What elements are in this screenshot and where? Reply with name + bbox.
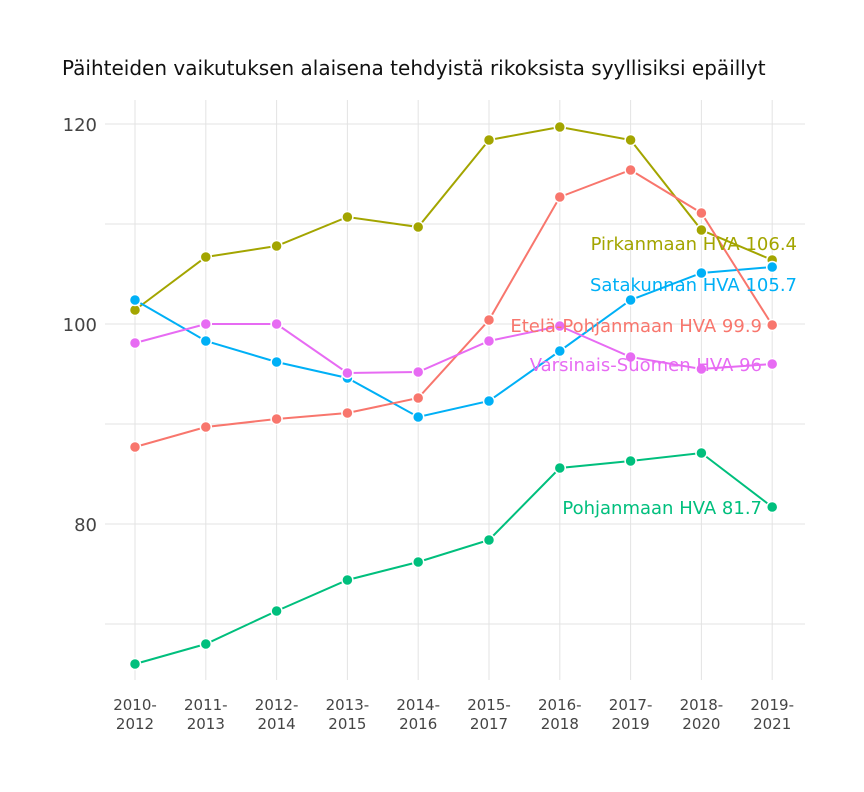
y-tick-label: 80 <box>74 515 97 536</box>
x-tick-label: 2021 <box>753 715 791 733</box>
data-point <box>624 454 637 468</box>
x-tick-label: 2018 <box>541 715 579 733</box>
data-point <box>341 406 354 420</box>
x-tick-label: 2020 <box>682 715 720 733</box>
data-point <box>270 317 283 331</box>
series-line <box>134 125 773 311</box>
x-tick-label: 2013 <box>187 715 225 733</box>
data-point <box>553 120 567 134</box>
series-end-label: Satakunnan HVA 105.7 <box>590 275 797 296</box>
y-tick-label: 120 <box>63 115 97 136</box>
chart-title: Päihteiden vaikutuksen alaisena tehdyist… <box>62 56 766 80</box>
data-point <box>765 260 779 274</box>
x-tick-label: 2013- <box>326 696 370 714</box>
data-point <box>553 190 567 204</box>
data-point <box>553 319 567 333</box>
data-point <box>341 366 354 380</box>
data-point <box>624 133 637 147</box>
data-point <box>199 420 213 434</box>
x-tick-label: 2016 <box>399 715 437 733</box>
data-point <box>411 365 425 379</box>
data-point <box>341 210 354 224</box>
data-point <box>128 336 142 350</box>
data-point <box>270 604 283 618</box>
data-point <box>624 293 637 307</box>
data-point <box>482 533 496 547</box>
data-point <box>411 410 425 424</box>
data-point <box>270 412 283 426</box>
data-point <box>199 317 213 331</box>
y-tick-label: 100 <box>63 315 97 336</box>
data-point <box>765 318 779 332</box>
series-end-label: Etelä-Pohjanmaan HVA 99.9 <box>510 316 762 337</box>
data-point <box>341 573 354 587</box>
series-line <box>134 451 773 665</box>
x-tick-label: 2011- <box>184 696 228 714</box>
series-end-label: Varsinais-Suomen HVA 96 <box>530 355 762 376</box>
data-point <box>624 163 637 177</box>
series-line <box>134 323 773 375</box>
data-point <box>482 313 496 327</box>
data-point <box>128 657 142 671</box>
data-point <box>411 555 425 569</box>
x-tick-label: 2018- <box>680 696 724 714</box>
x-tick-label: 2019- <box>750 696 794 714</box>
series-end-label: Pohjanmaan HVA 81.7 <box>562 498 762 519</box>
series-end-label: Pirkanmaan HVA 106.4 <box>591 234 797 255</box>
data-point <box>482 334 496 348</box>
data-point <box>695 223 708 237</box>
data-point <box>482 394 496 408</box>
data-point <box>199 250 213 264</box>
data-point <box>482 133 496 147</box>
data-point <box>128 293 142 307</box>
data-point <box>695 446 708 460</box>
data-point <box>270 239 283 253</box>
data-point <box>765 500 779 514</box>
data-point <box>553 461 567 475</box>
x-tick-label: 2014- <box>396 696 440 714</box>
data-point <box>695 362 708 376</box>
data-point <box>624 350 637 364</box>
x-tick-label: 2015- <box>467 696 511 714</box>
series-line <box>134 266 773 419</box>
x-tick-label: 2017 <box>470 715 508 733</box>
data-point <box>128 440 142 454</box>
data-point <box>695 266 708 280</box>
data-point <box>553 344 567 358</box>
series-line <box>134 168 774 448</box>
data-point <box>765 357 779 371</box>
x-tick-label: 2010- <box>113 696 157 714</box>
x-tick-label: 2012 <box>116 715 154 733</box>
x-tick-label: 2016- <box>538 696 582 714</box>
x-tick-label: 2015 <box>328 715 366 733</box>
data-point <box>411 391 425 405</box>
data-point <box>411 220 425 234</box>
x-tick-label: 2012- <box>255 696 299 714</box>
data-point <box>695 206 708 220</box>
x-tick-label: 2019 <box>612 715 650 733</box>
data-point <box>199 637 213 651</box>
data-point <box>199 334 213 348</box>
x-tick-label: 2017- <box>609 696 653 714</box>
data-point <box>270 355 283 369</box>
x-tick-label: 2014 <box>258 715 296 733</box>
